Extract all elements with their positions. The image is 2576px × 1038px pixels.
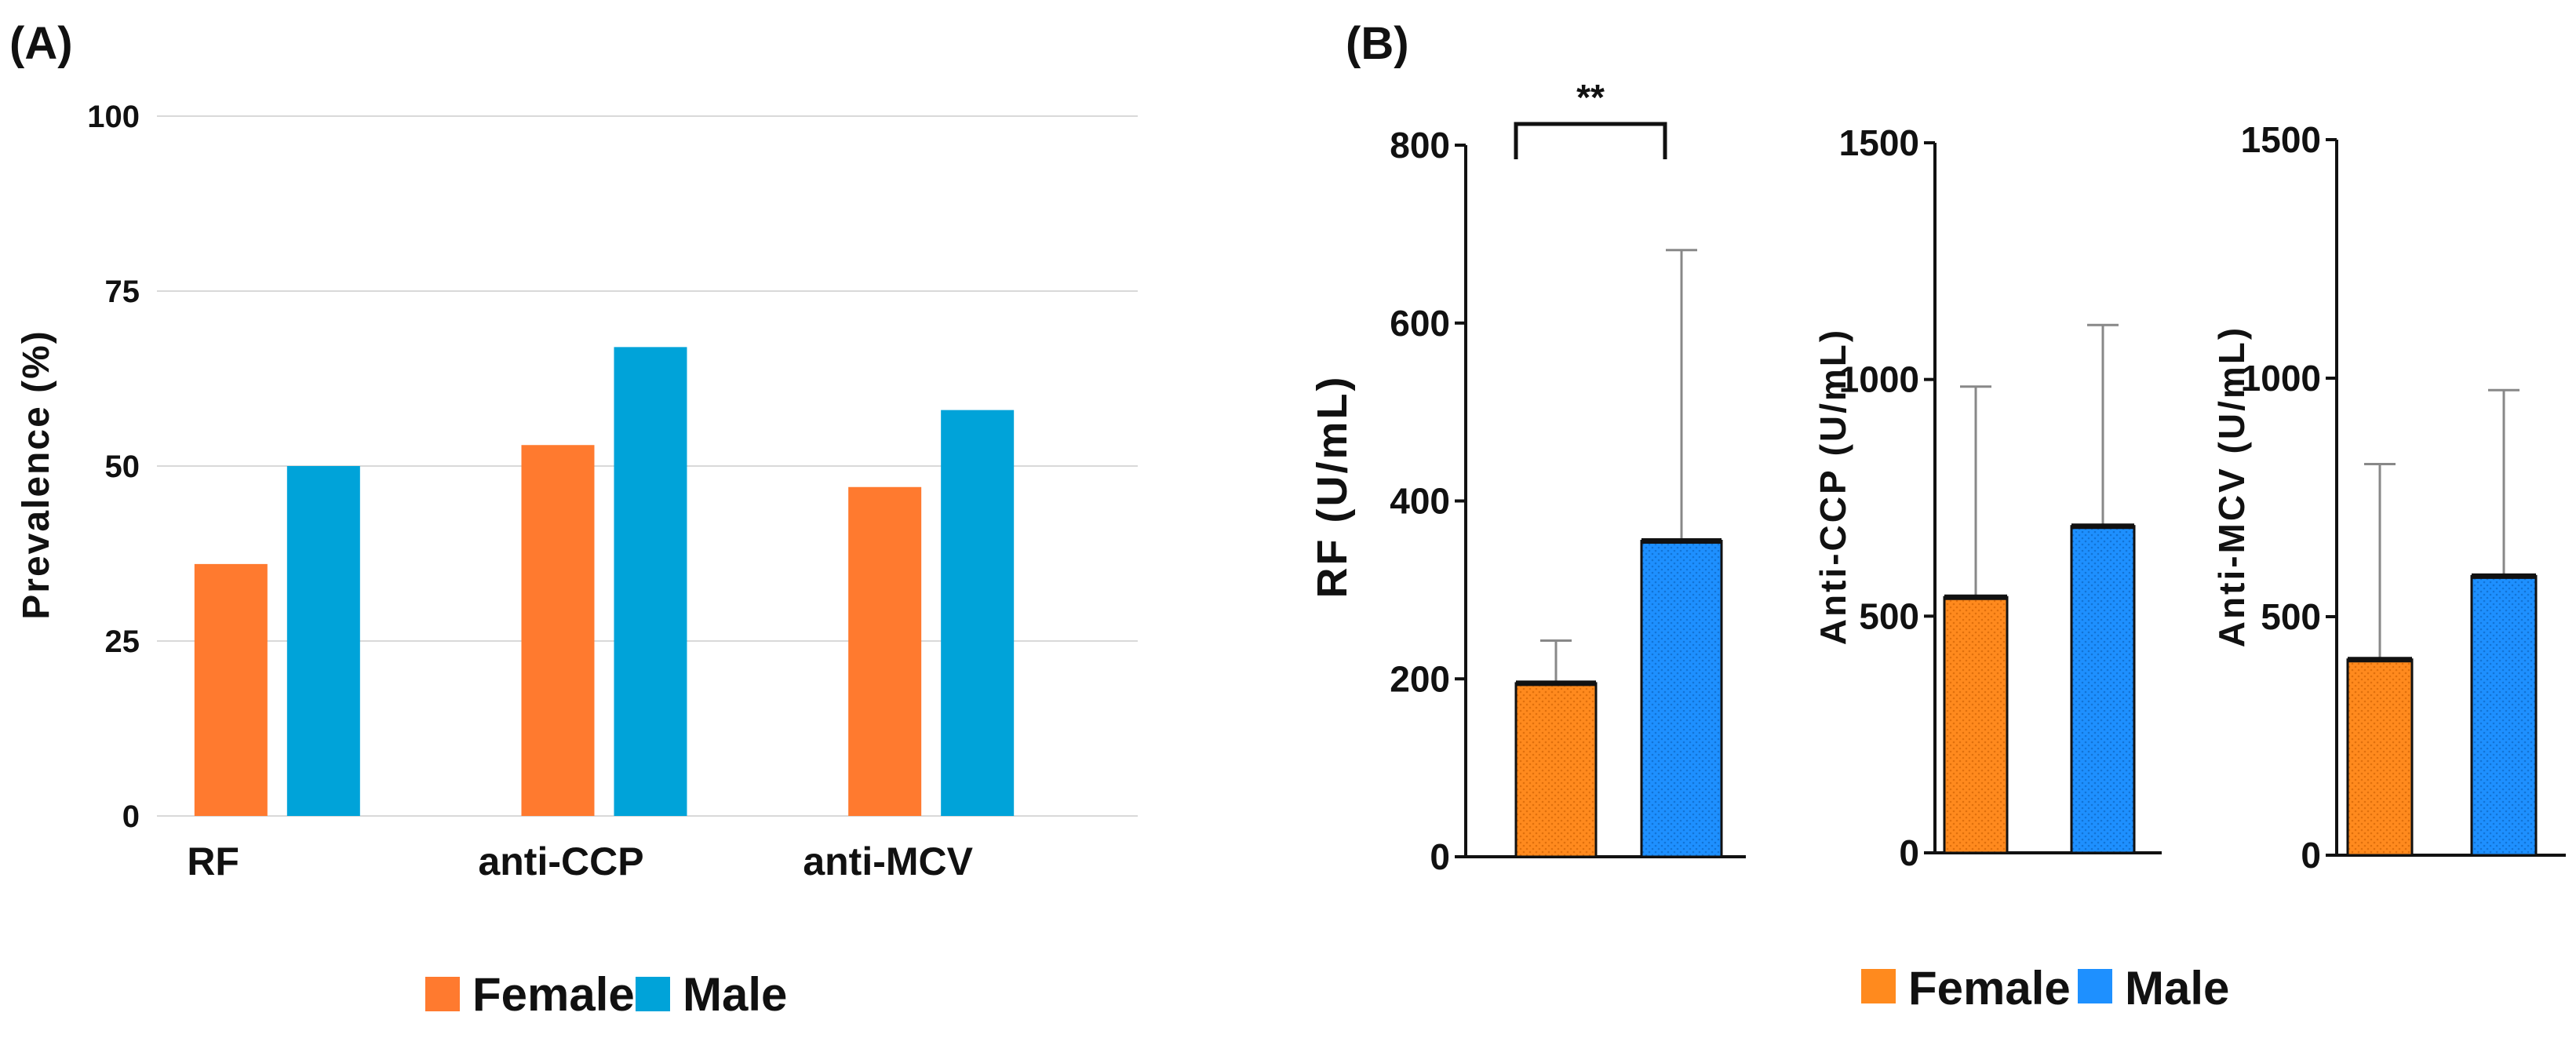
bar-male: [1640, 540, 1723, 858]
panel-a-y-tick-label: 75: [105, 275, 140, 309]
legend-a-female-label: Female: [472, 968, 635, 1021]
y-tick-label: 0: [1899, 832, 1919, 873]
panel-a-label: (A): [9, 18, 73, 69]
panel-a-bar-male: [286, 466, 360, 816]
panel-a-y-tick-label: 100: [87, 100, 140, 134]
legend-a-male-label: Male: [683, 968, 787, 1021]
panel-b3-chart: 0 500 1000 1500: [2241, 119, 2566, 876]
panel-a-y-tick-label: 25: [105, 625, 140, 659]
y-tick-label: 0: [2301, 835, 2321, 876]
panel-a-bar-male: [941, 410, 1015, 816]
y-tick-label: 600: [1390, 303, 1450, 344]
panel-a-bar-female: [194, 563, 268, 816]
y-tick-label: 800: [1390, 125, 1450, 166]
legend-a-male-swatch: [636, 977, 670, 1011]
panel-a-chart: 0 25 50 75 100 RF anti-CCP anti-MCV: [87, 100, 1138, 883]
y-tick-label: 500: [2261, 596, 2321, 637]
bar-male: [2070, 525, 2136, 854]
panel-a-y-axis-label: Prevalence (%): [16, 330, 57, 620]
y-tick-label: 1500: [1839, 122, 1919, 163]
y-tick-label: 1000: [2241, 358, 2321, 399]
panel-a-x-tick-label: RF: [187, 840, 239, 883]
panel-b3-y-axis-label: Anti-MCV (U/mL): [2211, 326, 2252, 647]
panel-a-bar-female: [521, 445, 595, 816]
panel-b2-chart: 0 500 1000 1500: [1839, 122, 2162, 873]
bar-female: [2346, 658, 2414, 857]
y-tick-label: 1500: [2241, 119, 2321, 160]
panel-b1-chart: 0 200 400 600 800 **: [1390, 77, 1746, 877]
significance-label: **: [1576, 77, 1605, 118]
panel-b-label: (B): [1346, 18, 1409, 69]
panel-a-y-tick-label: 50: [105, 450, 140, 484]
panel-a-bar-female: [848, 486, 922, 816]
significance-bracket: [1514, 122, 1667, 159]
panel-b-legend: Female Male: [1861, 962, 2229, 1014]
panel-b1-y-axis-label: RF (U/mL): [1309, 375, 1356, 599]
y-tick-label: 200: [1390, 658, 1450, 699]
y-tick-label: 500: [1859, 595, 1919, 636]
y-tick-label: 1000: [1839, 359, 1919, 400]
legend-b-male-label: Male: [2125, 962, 2229, 1014]
panel-a-bar-male: [614, 347, 687, 816]
legend-a-female-swatch: [425, 977, 460, 1011]
y-tick-label: 0: [1430, 836, 1450, 877]
y-tick-label: 400: [1390, 481, 1450, 522]
bar-female: [1514, 682, 1598, 858]
legend-b-female-label: Female: [1908, 962, 2071, 1014]
bar-male: [2470, 574, 2538, 857]
panel-a-x-tick-label: anti-MCV: [803, 840, 973, 883]
panel-a-legend: Female Male: [425, 968, 787, 1021]
legend-b-male-swatch: [2078, 969, 2112, 1003]
panel-a-y-tick-label: 0: [122, 799, 140, 834]
panel-a-x-tick-label: anti-CCP: [478, 840, 643, 883]
legend-b-female-swatch: [1861, 969, 1896, 1003]
bar-female: [1943, 595, 2009, 854]
panel-b2-y-axis-label: Anti-CCP (U/mL): [1813, 328, 1853, 645]
